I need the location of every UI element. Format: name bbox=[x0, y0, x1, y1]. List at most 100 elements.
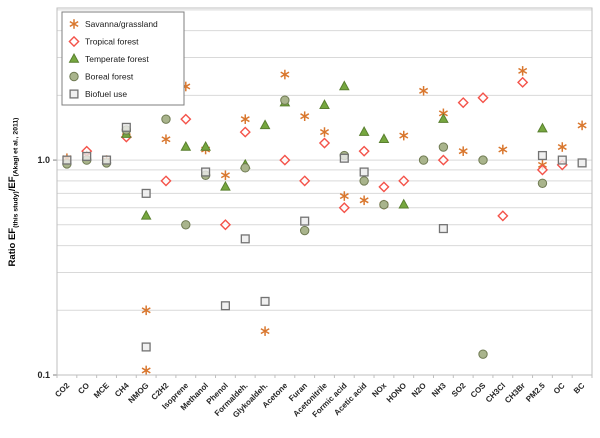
data-point-asterisk bbox=[69, 19, 79, 29]
legend-box bbox=[61, 11, 185, 106]
data-point-asterisk bbox=[359, 195, 369, 206]
data-point-diamond bbox=[477, 92, 489, 104]
data-point-diamond bbox=[497, 210, 509, 222]
data-point-square bbox=[339, 153, 349, 163]
data-point-triangle bbox=[140, 209, 152, 220]
data-point-square bbox=[141, 188, 151, 198]
data-point-asterisk bbox=[399, 130, 409, 141]
data-point-diamond bbox=[358, 145, 370, 157]
data-point-asterisk bbox=[577, 120, 587, 131]
data-point-triangle bbox=[537, 122, 548, 133]
data-point-diamond bbox=[239, 126, 251, 138]
data-point-triangle bbox=[220, 180, 231, 191]
y-tick-label: 1.0 bbox=[37, 155, 50, 165]
data-point-diamond bbox=[536, 164, 549, 176]
data-point-diamond bbox=[457, 97, 469, 109]
data-point-asterisk bbox=[141, 365, 151, 376]
data-point-circle bbox=[379, 199, 389, 210]
data-point-asterisk bbox=[458, 146, 468, 156]
data-point-circle bbox=[478, 349, 488, 359]
data-point-circle bbox=[161, 114, 171, 124]
data-point-square bbox=[260, 296, 270, 306]
data-point-asterisk bbox=[260, 326, 270, 336]
data-point-asterisk bbox=[161, 134, 171, 145]
data-point-square bbox=[101, 155, 112, 165]
data-point-circle bbox=[438, 142, 449, 152]
data-point-circle bbox=[181, 220, 191, 230]
data-point-asterisk bbox=[518, 66, 528, 76]
data-point-square bbox=[220, 301, 230, 311]
data-point-square bbox=[121, 122, 131, 132]
data-point-square bbox=[62, 155, 72, 165]
data-point-asterisk bbox=[240, 114, 250, 124]
data-point-circle bbox=[299, 225, 310, 236]
legend-label: Savanna/grassland bbox=[85, 19, 158, 29]
data-point-triangle bbox=[259, 119, 271, 130]
data-point-triangle bbox=[378, 133, 390, 143]
x-tick-label: CO2 bbox=[53, 381, 71, 399]
data-point-asterisk bbox=[280, 69, 290, 80]
data-point-square bbox=[438, 224, 448, 234]
data-point-diamond bbox=[378, 181, 390, 193]
data-point-circle bbox=[359, 176, 369, 186]
data-points bbox=[62, 66, 587, 376]
x-tick-label: PM2.5 bbox=[524, 381, 547, 404]
data-point-asterisk bbox=[141, 305, 151, 316]
data-point-circle bbox=[240, 163, 250, 173]
data-point-diamond bbox=[437, 154, 449, 166]
data-point-diamond bbox=[338, 202, 350, 214]
data-point-circle bbox=[478, 155, 488, 165]
x-tick-label: CH3Cl bbox=[484, 381, 507, 404]
x-tick-label: NH3 bbox=[430, 381, 448, 399]
data-point-diamond bbox=[398, 175, 410, 187]
data-point-circle bbox=[418, 155, 429, 165]
data-point-asterisk bbox=[319, 127, 330, 137]
legend-label: Temperate forest bbox=[85, 54, 149, 64]
plot-border bbox=[56, 7, 593, 376]
data-point-triangle bbox=[180, 140, 192, 151]
data-point-asterisk bbox=[419, 86, 429, 96]
x-tick-label: BC bbox=[572, 381, 587, 396]
x-tick-label: HONO bbox=[385, 381, 408, 404]
data-point-diamond bbox=[160, 175, 172, 187]
data-point-diamond bbox=[219, 219, 232, 231]
data-point-circle bbox=[537, 178, 548, 188]
data-point-triangle bbox=[200, 140, 211, 151]
data-point-diamond bbox=[517, 76, 529, 88]
data-point-circle bbox=[69, 71, 79, 82]
data-point-triangle bbox=[338, 80, 350, 91]
data-point-diamond bbox=[180, 113, 192, 125]
data-point-triangle bbox=[319, 99, 330, 109]
data-point-triangle bbox=[358, 126, 370, 136]
legend-label: Tropical forest bbox=[85, 37, 139, 47]
data-point-square bbox=[557, 155, 567, 165]
data-point-diamond bbox=[279, 154, 291, 166]
data-point-square bbox=[201, 167, 211, 177]
data-point-diamond bbox=[299, 175, 311, 187]
x-tick-label: NMOG bbox=[127, 381, 151, 405]
x-tick-label: SO2 bbox=[450, 381, 468, 399]
x-tick-label: OC bbox=[552, 381, 567, 396]
legend: Savanna/grassland Tropical forest Temperat… bbox=[61, 11, 185, 106]
y-tick-label: 0.1 bbox=[37, 370, 50, 380]
y-axis-title: Ratio EF(this study)/EF(Akagi et al., 20… bbox=[7, 118, 20, 267]
data-point-square bbox=[82, 151, 92, 161]
data-point-asterisk bbox=[339, 191, 349, 201]
x-tick-label: CO bbox=[76, 381, 91, 396]
x-tick-label: MCE bbox=[92, 381, 111, 400]
data-point-circle bbox=[280, 95, 290, 105]
data-point-diamond bbox=[318, 137, 331, 149]
gridlines bbox=[57, 9, 592, 311]
data-point-square bbox=[240, 234, 250, 244]
legend-label: Biofuel use bbox=[85, 89, 127, 99]
data-point-square bbox=[141, 342, 151, 352]
data-point-asterisk bbox=[300, 111, 310, 122]
data-point-triangle bbox=[68, 52, 80, 63]
data-point-asterisk bbox=[557, 142, 567, 152]
x-tick-label: CH3Br bbox=[503, 381, 527, 405]
x-tick-label: N2O bbox=[410, 381, 428, 399]
data-point-triangle bbox=[438, 113, 449, 123]
legend-label: Boreal forest bbox=[85, 72, 134, 82]
